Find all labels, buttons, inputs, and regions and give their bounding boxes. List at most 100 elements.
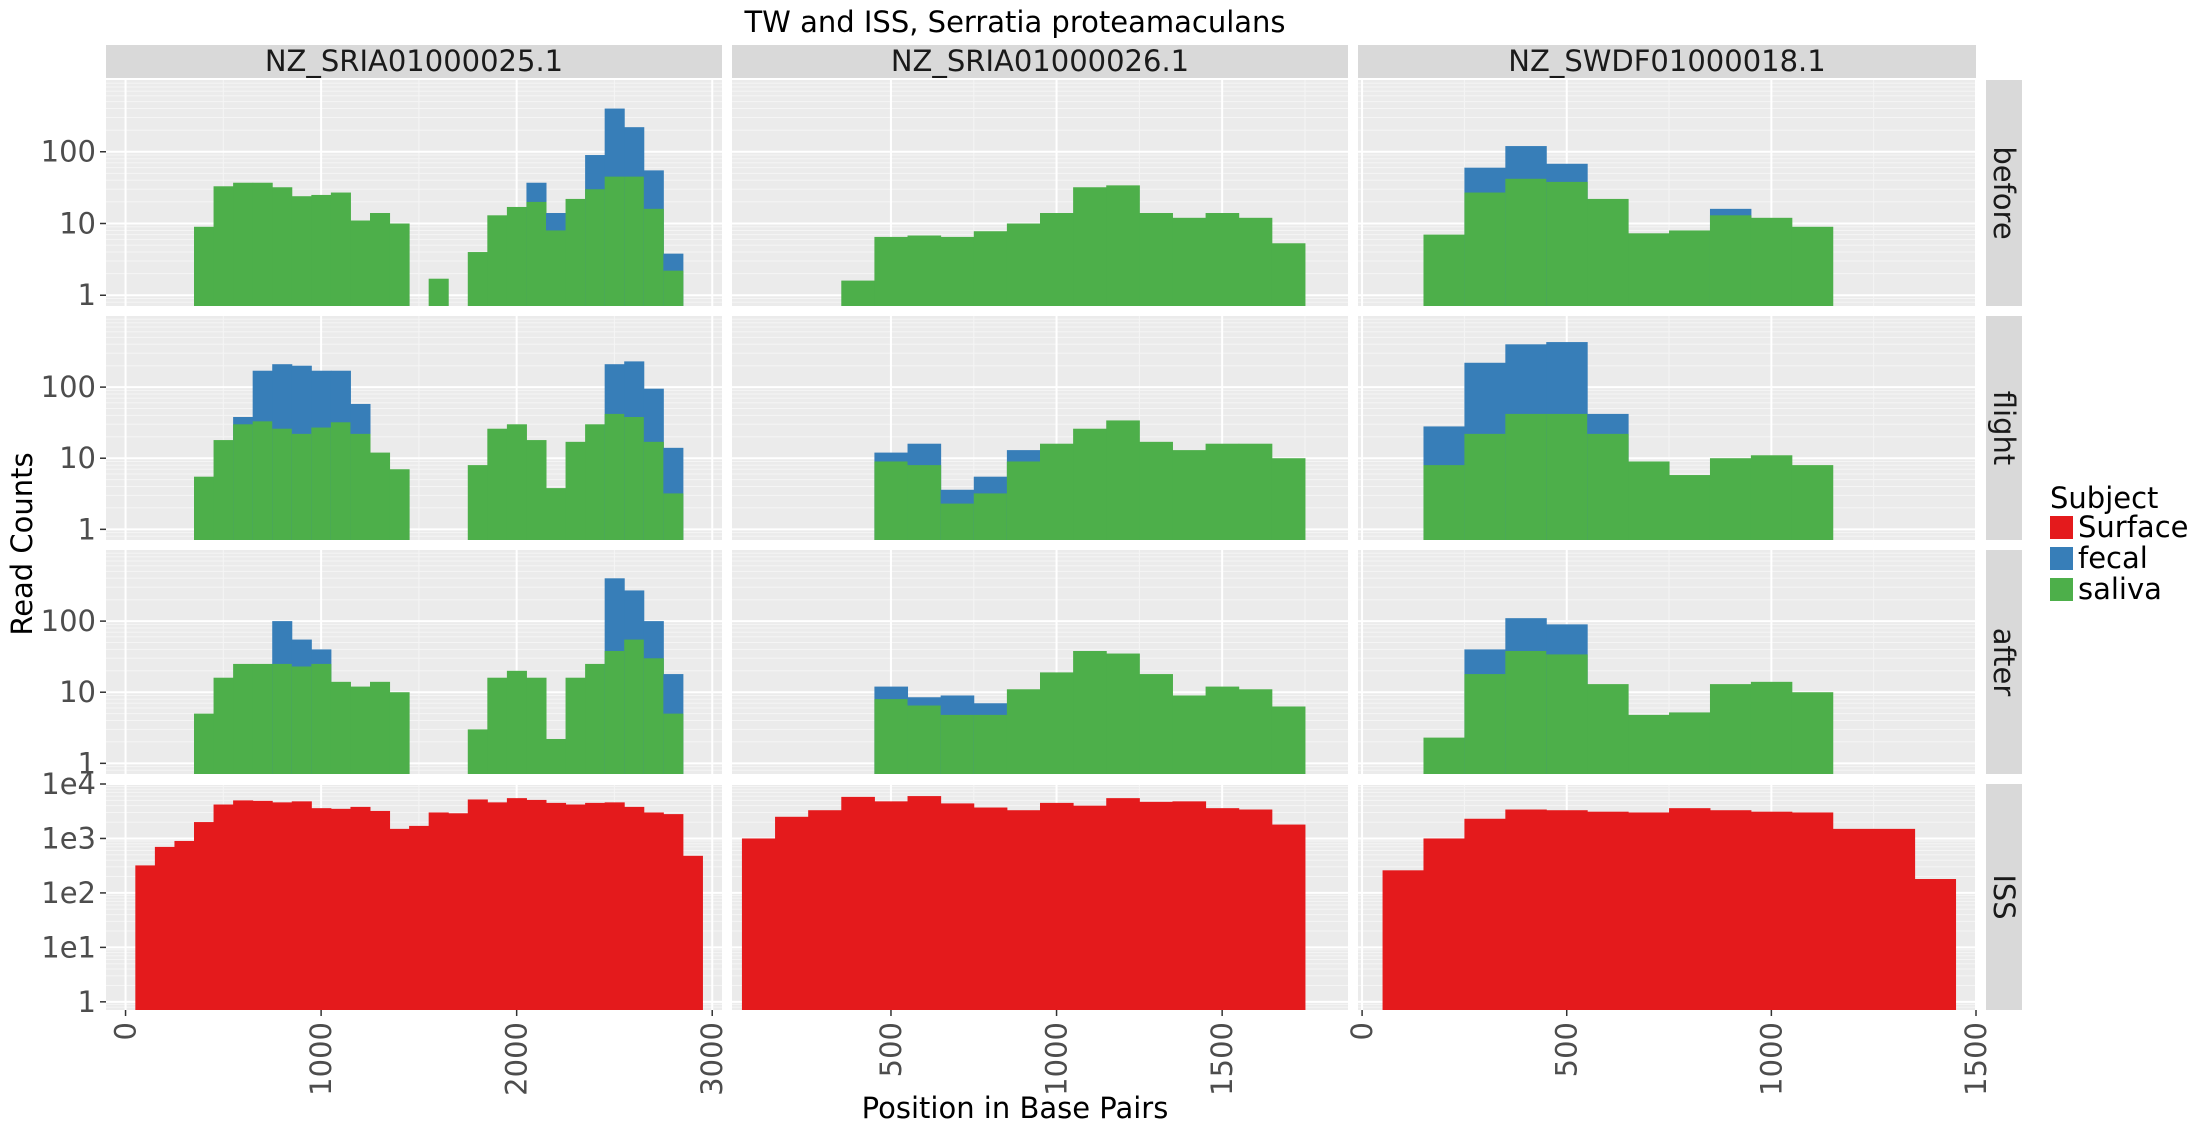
surface-bar	[1587, 811, 1629, 1010]
row-strip-label: ISS	[1987, 874, 2021, 919]
row-strip-label: before	[1987, 146, 2021, 239]
saliva-bar	[1587, 684, 1629, 774]
panel	[1358, 550, 1977, 774]
saliva-bar	[252, 421, 273, 540]
saliva-bar	[428, 278, 449, 306]
saliva-bar	[370, 681, 391, 774]
saliva-bar	[1791, 465, 1834, 540]
saliva-bar	[291, 196, 312, 306]
column-strip	[1358, 45, 1976, 78]
surface-bar	[1628, 812, 1670, 1010]
saliva-bar	[1006, 223, 1041, 306]
chart-title: TW and ISS, Serratia proteamaculans	[743, 5, 1285, 39]
surface-bar	[940, 803, 975, 1010]
saliva-bar	[233, 424, 254, 540]
surface-bar	[1791, 812, 1834, 1010]
legend-label-surface: Surface	[2078, 510, 2188, 544]
saliva-bar	[1464, 433, 1506, 540]
saliva-bar	[252, 663, 273, 774]
y-tick-label: 100	[41, 135, 96, 169]
legend-title: Subject	[2050, 481, 2158, 515]
saliva-bar	[526, 677, 547, 774]
surface-bar	[624, 806, 645, 1010]
row-strip	[1986, 316, 2022, 540]
saliva-bar	[585, 663, 606, 774]
y-tick-label: 1e2	[41, 876, 96, 910]
panel	[1358, 783, 1977, 1010]
x-tick-label: 500	[1550, 1022, 1584, 1077]
saliva-bar	[272, 428, 293, 540]
saliva-bar	[506, 206, 527, 306]
row-strip-label: flight	[1987, 391, 2021, 465]
saliva-bar	[1750, 681, 1793, 774]
surface-bar	[1546, 810, 1588, 1010]
y-axis-label: Read Counts	[5, 452, 39, 635]
saliva-bar	[233, 663, 254, 774]
saliva-bar	[467, 729, 488, 774]
saliva-bar	[604, 650, 625, 774]
saliva-bar	[467, 465, 488, 540]
surface-bar	[526, 799, 547, 1010]
saliva-bar	[1139, 441, 1173, 540]
saliva-bar	[663, 270, 684, 306]
panel	[106, 550, 722, 774]
saliva-bar	[624, 639, 645, 774]
surface-bar	[585, 802, 606, 1010]
panel	[106, 80, 722, 307]
saliva-bar	[233, 182, 254, 306]
panel	[732, 316, 1348, 540]
saliva-bar	[1750, 455, 1793, 540]
y-tick-label: 1	[78, 278, 96, 312]
saliva-bar	[1139, 213, 1173, 306]
surface-bar	[1172, 801, 1207, 1010]
saliva-bar	[1271, 458, 1306, 540]
saliva-bar	[1238, 217, 1273, 306]
saliva-bar	[1791, 226, 1834, 306]
saliva-bar	[1709, 458, 1752, 540]
saliva-bar	[940, 236, 975, 306]
surface-bar	[1832, 828, 1875, 1010]
saliva-bar	[1423, 234, 1465, 306]
x-tick-label: 500	[874, 1022, 908, 1077]
y-tick-label: 1	[78, 512, 96, 546]
legend-label-saliva: saliva	[2078, 572, 2162, 606]
surface-bar	[1505, 809, 1547, 1010]
saliva-bar	[291, 666, 312, 774]
saliva-bar	[311, 663, 332, 774]
surface-bar	[643, 812, 664, 1010]
saliva-bar	[1505, 413, 1547, 540]
saliva-bar	[350, 433, 371, 540]
row-strip-label: after	[1987, 628, 2021, 697]
saliva-bar	[350, 220, 371, 306]
x-tick-label: 1500	[1959, 1022, 1993, 1096]
saliva-bar	[1464, 674, 1506, 774]
surface-bar	[841, 796, 875, 1010]
surface-bar	[350, 806, 371, 1010]
surface-bar	[1709, 810, 1752, 1010]
surface-bar	[154, 846, 175, 1010]
saliva-bar	[1073, 650, 1107, 774]
column-strip-label: NZ_SRIA01000026.1	[891, 44, 1189, 78]
saliva-bar	[194, 226, 215, 306]
saliva-bar	[1628, 461, 1670, 540]
saliva-bar	[1423, 737, 1465, 774]
saliva-bar	[940, 714, 975, 774]
surface-bar	[311, 808, 332, 1010]
saliva-bar	[973, 231, 1008, 306]
saliva-bar	[1546, 413, 1588, 540]
saliva-bar	[1546, 181, 1588, 306]
saliva-bar	[213, 186, 234, 306]
saliva-bar	[1669, 475, 1711, 540]
surface-bar	[1464, 818, 1506, 1010]
saliva-bar	[1205, 443, 1240, 540]
surface-bar	[1914, 879, 1957, 1010]
saliva-bar	[1139, 674, 1173, 774]
y-tick-label: 1	[78, 746, 96, 780]
saliva-bar	[663, 493, 684, 540]
surface-bar	[741, 838, 776, 1010]
saliva-bar	[194, 476, 215, 540]
saliva-bar	[1271, 706, 1306, 774]
saliva-bar	[506, 424, 527, 540]
surface-bar	[682, 855, 703, 1010]
